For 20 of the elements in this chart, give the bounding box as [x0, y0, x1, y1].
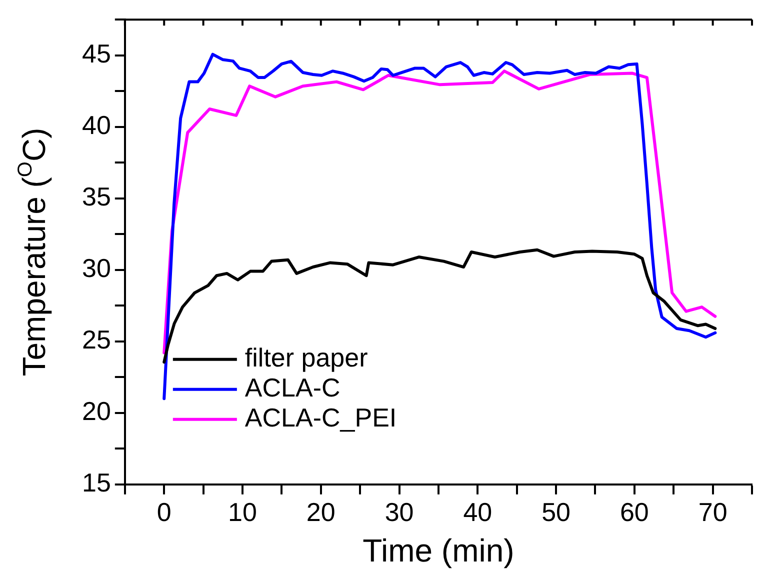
y-tick-label: 25	[82, 324, 111, 355]
y-tick-label: 35	[82, 182, 111, 212]
x-tick-label: 60	[620, 497, 649, 528]
y-tick-label: 20	[82, 396, 111, 426]
y-axis-title: Temperature (OC)	[14, 128, 52, 376]
legend-label: filter paper	[244, 342, 368, 373]
y-tick-label: 15	[82, 468, 111, 498]
x-tick-label: 40	[463, 497, 492, 528]
y-tick-label: 30	[82, 253, 111, 284]
x-tick-label: 70	[698, 497, 728, 528]
legend-label: ACLA-C_PEI	[244, 402, 397, 433]
y-tick-label: 45	[82, 38, 111, 69]
x-tick-label: 0	[156, 497, 172, 528]
x-tick-label: 30	[384, 497, 414, 528]
x-tick-label: 10	[228, 497, 257, 528]
x-axis-title: Time (min)	[362, 532, 514, 569]
x-tick-label: 50	[542, 497, 570, 528]
x-tick-label: 20	[306, 497, 336, 528]
legend-label: ACLA-C	[244, 372, 340, 403]
y-tick-label: 40	[82, 110, 111, 140]
